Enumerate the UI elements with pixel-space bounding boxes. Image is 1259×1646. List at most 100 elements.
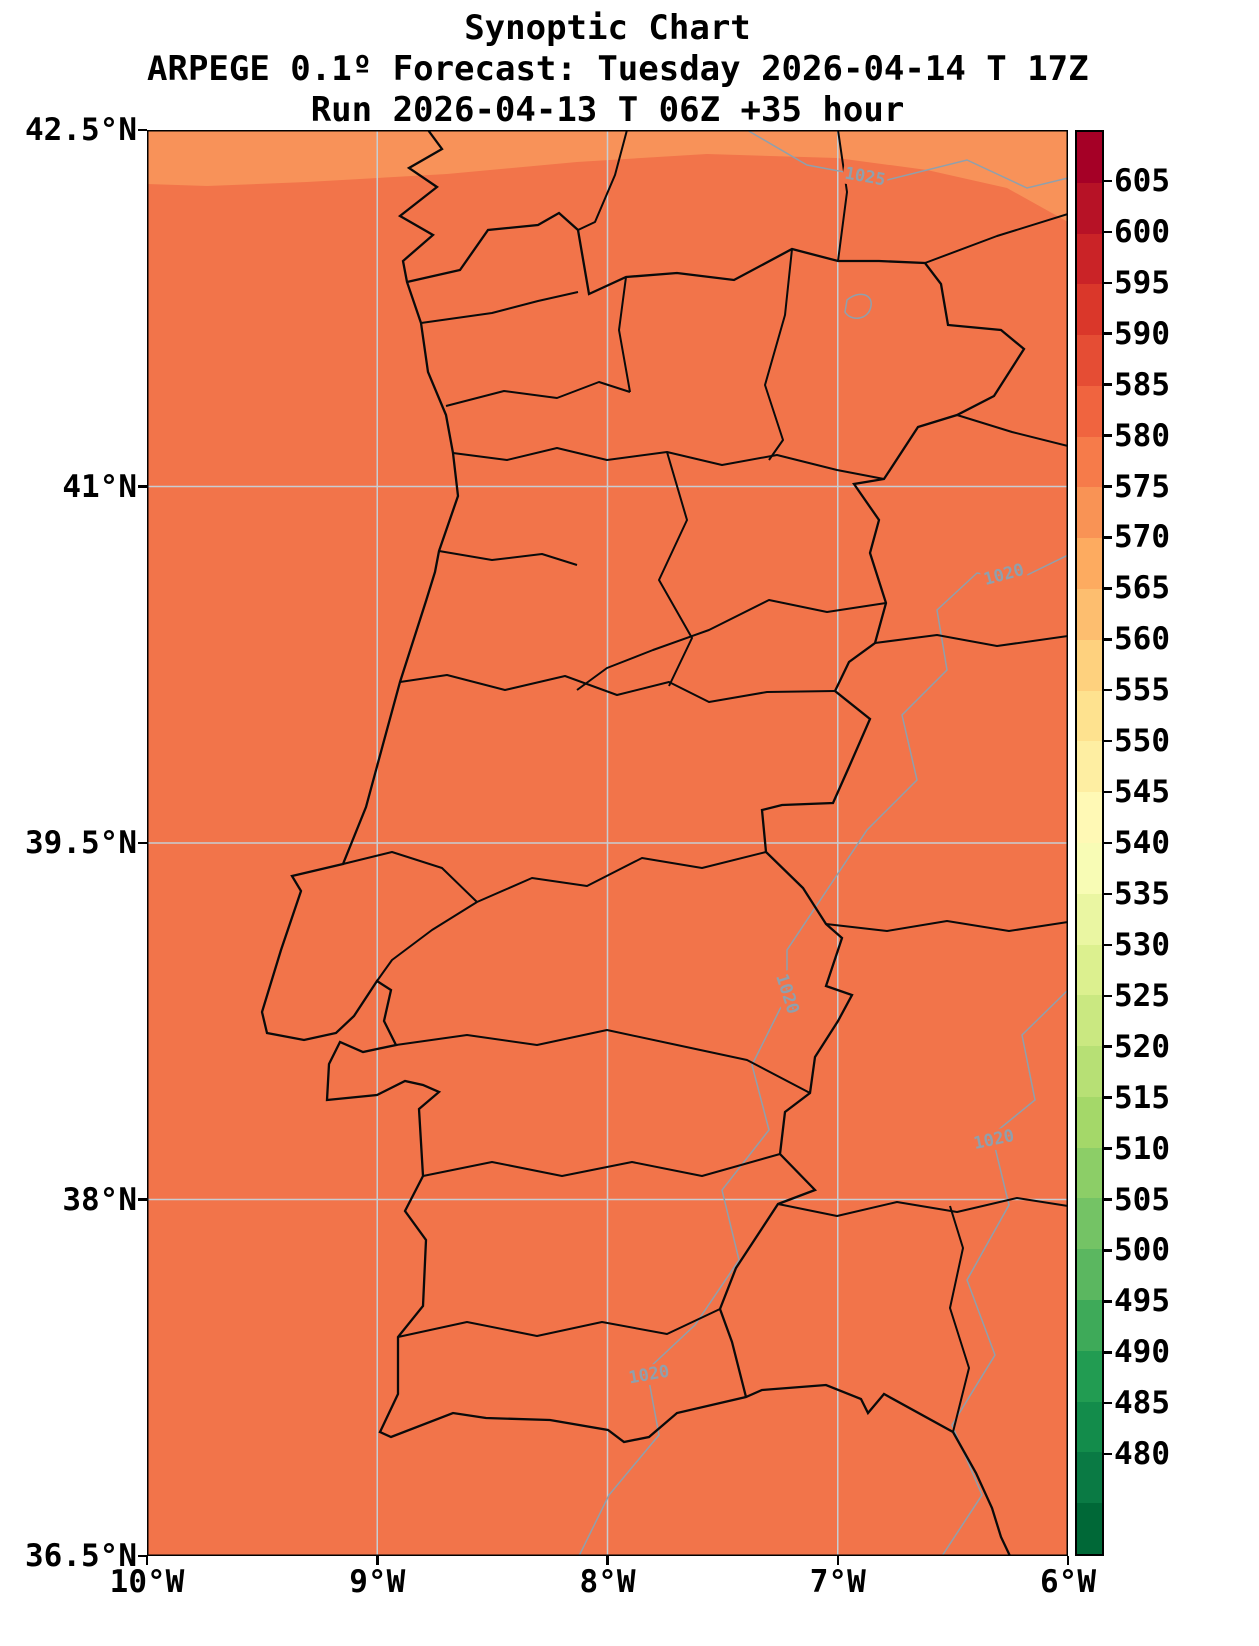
chart-title-block: Synoptic Chart ARPEGE 0.1º Forecast: Tue… — [147, 8, 1089, 131]
colorbar-tick-label: 590 — [1114, 315, 1170, 352]
colorbar-segment — [1077, 995, 1102, 1047]
colorbar-segment — [1077, 792, 1102, 843]
colorbar-tick-label: 560 — [1114, 621, 1170, 658]
colorbar-tick-label: 525 — [1114, 977, 1170, 1014]
y-tick-mark — [138, 485, 147, 488]
colorbar-tick-mark — [1104, 688, 1112, 692]
x-tick-label: 9°W — [349, 1564, 406, 1600]
x-tick-mark — [836, 1556, 839, 1565]
colorbar-segment — [1077, 487, 1102, 539]
isobar-small-loop — [844, 293, 872, 319]
isobar-1020-east — [941, 989, 1068, 1556]
map-plot-area: 1025 1020 1020 1020 1020 — [147, 130, 1068, 1556]
colorbar-tick-label: 595 — [1114, 264, 1170, 301]
x-tick-mark — [606, 1556, 609, 1565]
colorbar-tick-label: 510 — [1114, 1130, 1170, 1167]
chart-subtitle-forecast: ARPEGE 0.1º Forecast: Tuesday 2026-04-14… — [147, 49, 1089, 89]
colorbar-tick-label: 490 — [1114, 1334, 1170, 1371]
colorbar-tick-label: 600 — [1114, 213, 1170, 250]
latlon-gridlines — [147, 130, 1068, 1556]
synoptic-map-svg — [147, 130, 1068, 1556]
colorbar-tick-mark — [1104, 1300, 1112, 1303]
colorbar-tick-mark — [1104, 1045, 1112, 1048]
colorbar-tick-mark — [1104, 1147, 1112, 1150]
y-tick-label: 36.5°N — [25, 1538, 137, 1574]
colorbar-tick-mark — [1104, 230, 1112, 234]
colorbar-segment — [1077, 538, 1102, 590]
colorbar-tick-label: 605 — [1114, 162, 1170, 199]
y-tick-label: 41°N — [62, 468, 137, 505]
x-tick-label: 6°W — [1040, 1564, 1096, 1600]
chart-subtitle-run: Run 2026-04-13 T 06Z +35 hour — [310, 90, 905, 130]
colorbar-tick-label: 500 — [1114, 1232, 1170, 1269]
x-tick-label: 8°W — [579, 1564, 636, 1600]
colorbar-segment — [1077, 1350, 1102, 1402]
colorbar-tick-label: 505 — [1114, 1181, 1170, 1218]
colorbar-tick-mark — [1104, 1401, 1112, 1405]
colorbar-tick-label: 550 — [1114, 723, 1170, 760]
colorbar-tick-mark — [1104, 1351, 1112, 1354]
colorbar-segment — [1077, 335, 1102, 386]
isobar-1025-north — [746, 130, 1068, 189]
colorbar-tick-mark — [1104, 841, 1112, 845]
colorbar-segment — [1077, 639, 1102, 691]
colorbar-segment — [1077, 1046, 1102, 1097]
colorbar-segment — [1077, 284, 1102, 336]
colorbar-segment — [1077, 385, 1102, 437]
colorbar-tick-mark — [1104, 383, 1112, 386]
colorbar-tick-label: 480 — [1114, 1436, 1170, 1473]
colorbar-segment — [1077, 944, 1102, 996]
colorbar-segment — [1077, 1503, 1102, 1554]
colorbar-tick-label: 530 — [1114, 926, 1170, 963]
boundary-lines — [260, 130, 1068, 1556]
y-tick-mark — [138, 1198, 147, 1201]
colorbar-tick-mark — [1104, 536, 1112, 539]
colorbar-segment — [1077, 690, 1102, 742]
y-tick-label: 38°N — [62, 1181, 137, 1218]
colorbar-segment — [1077, 741, 1102, 793]
colorbar-segment — [1077, 842, 1102, 894]
y-tick-label: 42.5°N — [25, 112, 137, 148]
colorbar-segment — [1077, 1299, 1102, 1351]
colorbar-segment — [1077, 233, 1102, 285]
colorbar-tick-label: 585 — [1114, 366, 1170, 403]
colorbar-tick-mark — [1104, 892, 1112, 896]
colorbar-tick-mark — [1104, 1096, 1112, 1099]
colorbar-tick-mark — [1104, 434, 1112, 437]
x-tick-label: 10°W — [109, 1564, 185, 1600]
colorbar-segment — [1077, 1198, 1102, 1250]
colorbar-tick-mark — [1104, 587, 1112, 590]
colorbar-tick-mark — [1104, 994, 1112, 998]
colorbar-tick-label: 570 — [1114, 519, 1170, 556]
chart-title: Synoptic Chart — [464, 8, 751, 48]
colorbar-segment — [1077, 182, 1102, 234]
x-tick-label: 7°W — [809, 1564, 866, 1600]
y-tick-mark — [138, 841, 147, 845]
colorbar-tick-mark — [1104, 179, 1112, 183]
colorbar-tick-mark — [1104, 1198, 1112, 1201]
colorbar-tick-label: 535 — [1114, 875, 1170, 912]
colorbar-segment — [1077, 1401, 1102, 1453]
colorbar-segment — [1077, 1249, 1102, 1300]
colorbar — [1075, 130, 1104, 1556]
colorbar-segment — [1077, 132, 1102, 183]
colorbar-tick-label: 520 — [1114, 1028, 1170, 1065]
x-tick-mark — [1066, 1556, 1070, 1565]
district-boundary-lines — [342, 130, 1068, 1433]
x-tick-mark — [376, 1556, 379, 1565]
colorbar-segment — [1077, 1452, 1102, 1504]
colorbar-segment — [1077, 893, 1102, 945]
colorbar-tick-mark — [1104, 1249, 1112, 1252]
colorbar-tick-label: 575 — [1114, 468, 1170, 505]
colorbar-tick-mark — [1104, 638, 1112, 641]
colorbar-tick-mark — [1104, 943, 1112, 947]
colorbar-segment — [1077, 1147, 1102, 1199]
colorbar-tick-label: 555 — [1114, 672, 1170, 709]
colorbar-segment — [1077, 589, 1102, 640]
colorbar-tick-mark — [1104, 739, 1112, 743]
colorbar-tick-label: 580 — [1114, 417, 1170, 454]
colorbar-segment — [1077, 436, 1102, 488]
colorbar-tick-label: 545 — [1114, 774, 1170, 811]
colorbar-tick-label: 485 — [1114, 1385, 1170, 1422]
